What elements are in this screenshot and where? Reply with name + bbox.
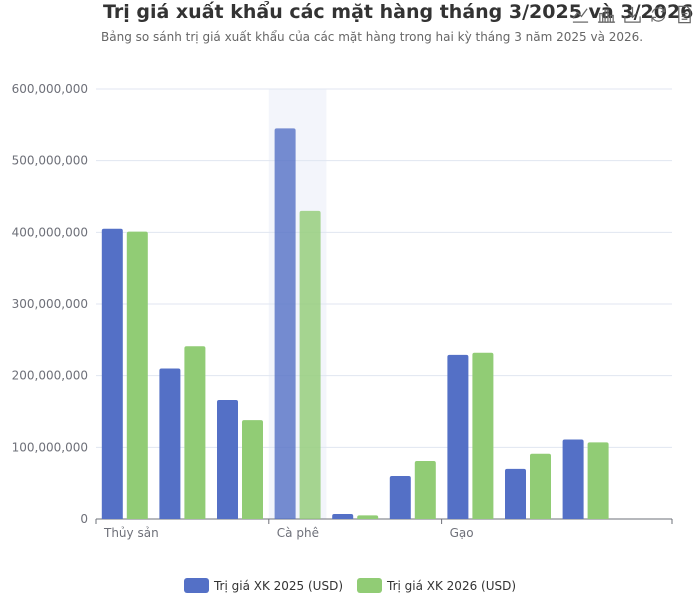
bar-2026	[242, 420, 263, 519]
bar-2025	[217, 400, 238, 519]
legend-label-2025: Trị giá XK 2025 (USD)	[213, 578, 343, 593]
legend-item-2025[interactable]: Trị giá XK 2025 (USD)	[183, 578, 343, 593]
bar-2025	[562, 439, 584, 519]
y-tick-label: 600,000,000	[12, 82, 88, 96]
bar-2025	[332, 513, 354, 519]
y-tick-label: 500,000,000	[12, 154, 88, 168]
legend-swatch-2025	[183, 578, 209, 593]
bar-2025	[447, 354, 469, 519]
y-tick-label: 100,000,000	[12, 440, 88, 454]
refresh-icon[interactable]	[649, 5, 668, 24]
bar-2026	[472, 352, 494, 519]
download-icon[interactable]	[623, 5, 642, 24]
bar-chart-icon[interactable]	[597, 5, 616, 24]
chart-legend: Trị giá XK 2025 (USD) Trị giá XK 2026 (U…	[0, 578, 700, 593]
y-tick-label: 0	[80, 512, 88, 526]
legend-item-2026[interactable]: Trị giá XK 2026 (USD)	[357, 578, 516, 593]
y-tick-label: 400,000,000	[12, 225, 88, 239]
bar-2026	[357, 515, 379, 519]
bar-2026	[299, 210, 321, 520]
x-tick-label: Cà phê	[277, 526, 319, 540]
line-chart-icon[interactable]	[571, 5, 590, 24]
bar-2025	[389, 476, 411, 519]
bar-2025	[505, 468, 526, 519]
y-tick-label: 200,000,000	[12, 369, 88, 383]
chart-subtitle: Bảng so sánh trị giá xuất khẩu của các m…	[101, 30, 644, 44]
legend-label-2026: Trị giá XK 2026 (USD)	[387, 578, 517, 593]
bar-2025	[101, 228, 123, 519]
chart-toolbox	[571, 5, 694, 24]
bar-2026	[587, 442, 609, 519]
x-tick-label: Thủy sản	[103, 526, 159, 540]
data-view-icon[interactable]	[675, 5, 694, 24]
bar-2026	[126, 231, 148, 519]
bar-2026	[530, 453, 551, 519]
chart-title: Trị giá xuất khẩu các mặt hàng tháng 3/2…	[103, 1, 694, 23]
x-tick-label: Gạo	[450, 526, 474, 540]
bar-2025	[274, 128, 296, 519]
bar-2026	[184, 346, 206, 519]
bar-2026	[414, 460, 436, 519]
bar-2025	[159, 368, 181, 519]
legend-swatch-2026	[357, 578, 382, 593]
y-tick-label: 300,000,000	[12, 297, 88, 311]
bar-chart: 0 100,000,000 200,000,000 300,000,000 400,00…	[12, 82, 673, 540]
